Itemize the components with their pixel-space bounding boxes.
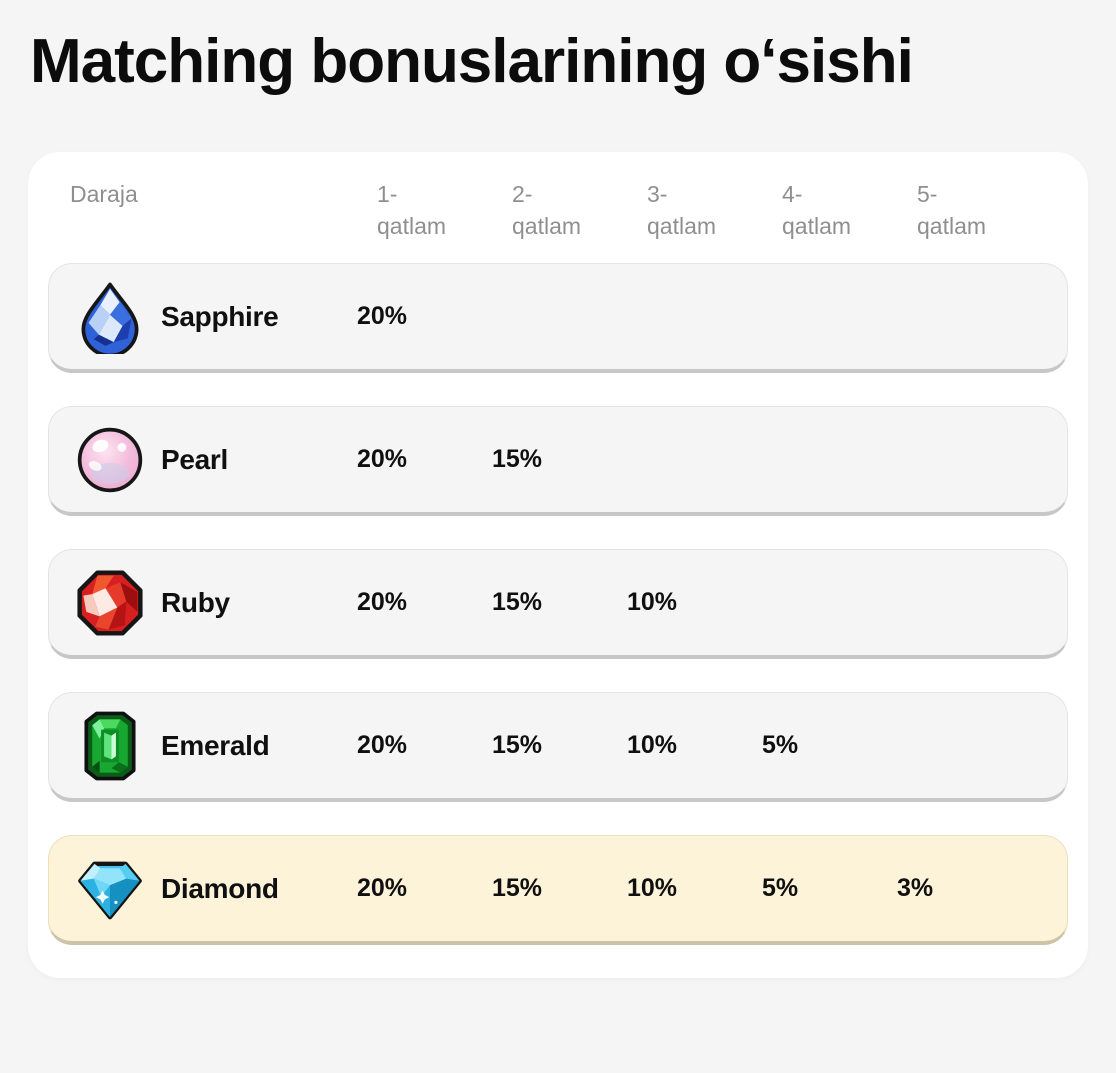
bonus-value-layer1: 20% bbox=[357, 445, 408, 473]
gem-name: Emerald bbox=[161, 729, 270, 761]
pearl-gem-icon bbox=[73, 423, 161, 497]
bonus-value-layer1: 20% bbox=[357, 874, 408, 902]
column-header-layer5: 5-qatlam bbox=[917, 181, 987, 239]
bonus-value-layer3: 10% bbox=[627, 874, 678, 902]
bonus-value-layer2: 15% bbox=[492, 874, 543, 902]
bonus-value-layer3: 10% bbox=[627, 588, 678, 616]
bonus-value-layer2: 15% bbox=[492, 445, 543, 473]
gem-name: Ruby bbox=[161, 586, 230, 618]
sapphire-gem-icon bbox=[73, 280, 161, 354]
table-row-sapphire: Sapphire 20% bbox=[48, 263, 1068, 373]
page-title: Matching bonuslarining oʻsishi bbox=[30, 27, 914, 96]
bonus-value-layer1: 20% bbox=[357, 588, 408, 616]
bonus-value-layer2: 15% bbox=[492, 588, 543, 616]
table-row-ruby: Ruby 20% 15% 10% bbox=[48, 549, 1068, 659]
bonus-table-card: Daraja 1-qatlam 2-qatlam 3-qatlam 4-qatl… bbox=[28, 152, 1088, 978]
table-row-emerald: Emerald 20% 15% 10% 5% bbox=[48, 692, 1068, 802]
diamond-gem-icon bbox=[73, 852, 161, 926]
gem-name: Pearl bbox=[161, 443, 228, 475]
column-header-layer4: 4-qatlam bbox=[782, 181, 852, 239]
gem-name: Sapphire bbox=[161, 300, 279, 332]
column-header-layer2: 2-qatlam bbox=[512, 181, 582, 239]
table-row-pearl: Pearl 20% 15% bbox=[48, 406, 1068, 516]
bonus-value-layer4: 5% bbox=[762, 874, 799, 902]
bonus-value-layer5: 3% bbox=[897, 874, 934, 902]
column-header-level: Daraja bbox=[70, 181, 138, 207]
table-header-row: Daraja 1-qatlam 2-qatlam 3-qatlam 4-qatl… bbox=[48, 178, 1068, 242]
emerald-gem-icon bbox=[73, 709, 161, 783]
bonus-value-layer1: 20% bbox=[357, 302, 408, 330]
column-header-layer1: 1-qatlam bbox=[377, 181, 447, 239]
bonus-value-layer3: 10% bbox=[627, 731, 678, 759]
bonus-value-layer2: 15% bbox=[492, 731, 543, 759]
bonus-value-layer1: 20% bbox=[357, 731, 408, 759]
ruby-gem-icon bbox=[73, 566, 161, 640]
table-row-diamond: Diamond 20% 15% 10% 5% 3% bbox=[48, 835, 1068, 945]
column-header-layer3: 3-qatlam bbox=[647, 181, 717, 239]
gem-name: Diamond bbox=[161, 872, 279, 904]
bonus-value-layer4: 5% bbox=[762, 731, 799, 759]
